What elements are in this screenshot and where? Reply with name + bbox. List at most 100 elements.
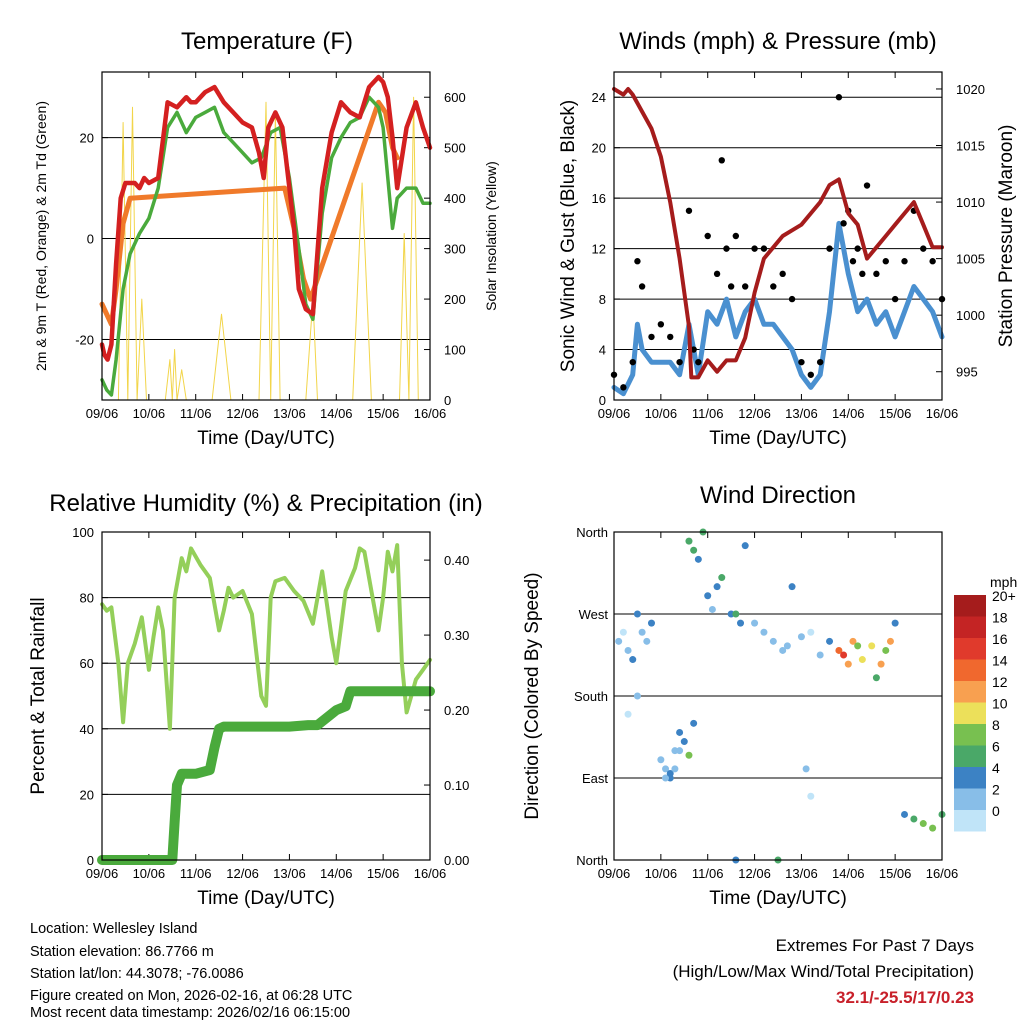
direction-point <box>624 646 632 654</box>
gust-point <box>770 283 777 290</box>
direction-point <box>769 637 777 645</box>
gust-point <box>704 232 711 240</box>
y-axis-label: Percent & Total Rainfall <box>28 597 49 794</box>
temperature-title: Temperature (F) <box>180 28 354 55</box>
direction-point <box>882 646 890 654</box>
colorbar-label: 12 <box>992 674 1008 690</box>
colorbar-label: 16 <box>992 631 1008 647</box>
gust-point <box>648 333 655 341</box>
y-tick-label: 80 <box>80 591 94 606</box>
gust-point <box>859 270 866 278</box>
station-pressure-line <box>612 87 944 380</box>
direction-point <box>872 674 880 682</box>
winds-title: Winds (mph) & Pressure (mb) <box>619 28 937 55</box>
colorbar-title: mph <box>990 574 1017 590</box>
y-tick-label: 0 <box>599 393 606 408</box>
x-tick-label: 09/06 <box>86 406 119 421</box>
x-tick-label: 10/06 <box>645 406 678 421</box>
humidity-title: Relative Humidity (%) & Precipitation (i… <box>49 490 483 517</box>
y-tick-label: 20 <box>592 141 606 156</box>
colorbar-label: 0 <box>992 803 1000 819</box>
y-tick-label: 4 <box>599 343 606 358</box>
gust-point <box>713 270 721 278</box>
extremes-values: 32.1/-25.5/17/0.23 <box>835 988 974 1007</box>
y2-axis-label: Station Pressure (Maroon) <box>996 125 1017 348</box>
direction-point <box>732 610 740 618</box>
x-tick-label: 10/06 <box>133 866 166 881</box>
gust-point <box>891 295 899 303</box>
direction-point <box>929 824 937 832</box>
y-tick-label: West <box>579 607 609 622</box>
x-tick-label: 16/06 <box>926 866 959 881</box>
x-tick-label: 14/06 <box>832 866 865 881</box>
direction-point <box>676 747 684 755</box>
direction-point <box>704 592 712 600</box>
y-tick-label: 60 <box>80 656 94 671</box>
colorbar-swatch <box>954 595 986 617</box>
direction-point <box>741 542 749 550</box>
gust-point <box>732 232 740 240</box>
direction-point <box>816 651 824 659</box>
gust-point <box>657 321 665 328</box>
colorbar-swatch <box>954 616 986 638</box>
direction-point <box>619 628 627 636</box>
footer-created: Figure created on Mon, 2026-02-16, at 06… <box>30 988 353 1004</box>
gust-point <box>854 245 861 252</box>
y-tick-label: North <box>576 525 608 540</box>
footer-recent: Most recent data timestamp: 2026/02/16 0… <box>30 1005 351 1021</box>
direction-point <box>718 574 726 582</box>
y-tick-label: 16 <box>592 191 606 206</box>
y-tick-label: 100 <box>72 525 94 540</box>
x-tick-label: 15/06 <box>367 406 400 421</box>
direction-point <box>633 692 641 700</box>
direction-point <box>849 637 857 645</box>
extremes-heading: Extremes For Past 7 Days <box>775 936 974 955</box>
gust-point <box>723 245 730 252</box>
x-tick-label: 09/06 <box>598 406 631 421</box>
x-tick-label: 11/06 <box>692 406 724 421</box>
dewpoint-2m-line <box>100 95 432 397</box>
y-tick-label: 20 <box>80 787 94 802</box>
gust-point <box>840 220 847 227</box>
direction-point <box>737 619 745 627</box>
y-tick-label: North <box>576 853 608 868</box>
y2-tick-label: 995 <box>956 365 978 380</box>
y-tick-label: South <box>574 689 608 704</box>
extremes-subheading: (High/Low/Max Wind/Total Precipitation) <box>672 962 974 981</box>
colorbar-swatch <box>954 810 986 832</box>
y2-tick-label: 0.20 <box>444 703 469 718</box>
colorbar-swatch <box>954 681 986 703</box>
humidity-chart: 0 20 40 60 80 100 0.00 0.10 0.20 0.30 0.40 09/06 10/… <box>28 525 469 909</box>
y2-axis-label: Solar Insolation (Yellow) <box>483 161 499 311</box>
gust-point <box>751 245 758 252</box>
relative-humidity-line <box>100 543 432 731</box>
gust-point <box>807 371 814 378</box>
gust-point <box>920 245 927 252</box>
colorbar-label: 4 <box>992 760 1000 776</box>
x-tick-label: 11/06 <box>180 866 212 881</box>
gust-point <box>695 358 702 366</box>
direction-point <box>858 656 866 664</box>
x-tick-label: 12/06 <box>226 406 259 421</box>
x-axis-label: Time (Day/UTC) <box>709 428 847 449</box>
plot-frame <box>101 531 431 861</box>
y2-tick-label: 500 <box>444 141 466 156</box>
sonic-wind-line <box>611 220 945 397</box>
direction-point <box>685 751 693 759</box>
direction-point <box>690 546 698 554</box>
gust-point <box>873 270 880 278</box>
gust-point <box>826 245 833 252</box>
direction-point <box>680 738 688 746</box>
direction-point <box>751 619 759 627</box>
direction-point <box>807 628 815 636</box>
gust-point <box>901 258 908 265</box>
y2-tick-label: 0.30 <box>444 628 469 643</box>
x-tick-label: 12/06 <box>226 866 259 881</box>
direction-point <box>633 610 641 618</box>
direction-point <box>807 792 815 800</box>
direction-point <box>671 765 679 773</box>
x-tick-label: 12/06 <box>738 406 771 421</box>
gust-point <box>788 295 796 303</box>
y2-tick-label: 0 <box>444 393 451 408</box>
